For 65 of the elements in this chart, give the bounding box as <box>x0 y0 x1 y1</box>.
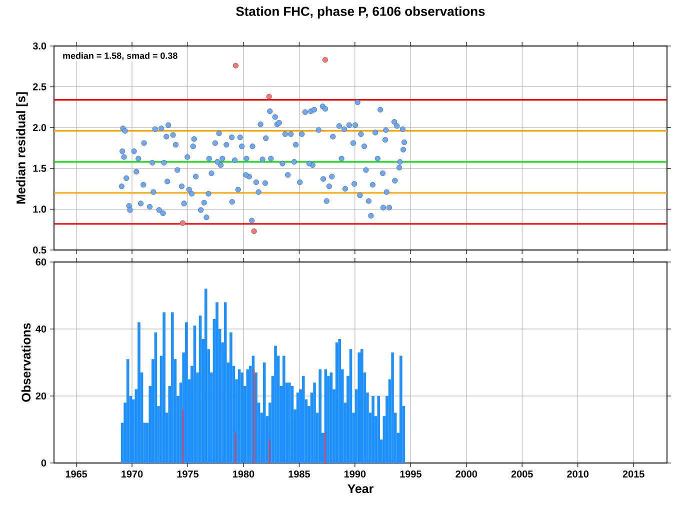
x-tick-label: 1965 <box>66 470 88 478</box>
bar <box>391 352 394 463</box>
point <box>266 94 272 100</box>
bar <box>126 359 130 463</box>
x-tick-label: 1995 <box>400 470 422 478</box>
bar <box>198 316 202 463</box>
y-tick-label: 3.0 <box>32 42 46 50</box>
y-tick-label: 2.5 <box>32 83 46 90</box>
bar <box>349 349 352 463</box>
bar <box>400 356 402 463</box>
y-axis-title: Observations <box>21 323 31 402</box>
bar <box>138 322 140 463</box>
y-tick-label: 1.0 <box>33 206 46 213</box>
bar <box>171 312 174 463</box>
bar <box>184 322 188 463</box>
bar <box>216 302 218 463</box>
bar <box>193 326 196 463</box>
y-tick-label: 20 <box>36 392 46 400</box>
y-axis-title: Median residual [s] <box>16 92 28 204</box>
bar <box>274 346 277 463</box>
bar <box>372 396 374 463</box>
y-tick-label: 40 <box>36 325 46 333</box>
bar <box>262 362 266 463</box>
x-tick-label: 1970 <box>122 470 143 478</box>
bar <box>360 349 364 463</box>
bar <box>238 369 241 463</box>
bar <box>290 386 294 463</box>
bar <box>377 396 380 463</box>
bar <box>204 288 208 463</box>
bar <box>288 382 291 463</box>
bar <box>162 312 166 463</box>
bar <box>335 342 338 463</box>
x-tick-label: 2005 <box>511 470 533 478</box>
y-tick-label: 0.5 <box>33 246 46 254</box>
bar <box>358 352 360 463</box>
x-tick-label: 2000 <box>456 470 478 478</box>
annotation: median = 1.58, smad = 0.38 <box>63 52 178 60</box>
bar <box>282 356 286 463</box>
x-tick-label: 1980 <box>233 470 254 478</box>
x-tick-label: 2010 <box>567 470 589 478</box>
y-tick-label: 0 <box>41 459 46 467</box>
y-tick-label: 1.5 <box>33 164 46 172</box>
chart-title: Station FHC, phase P, 6106 observations <box>236 6 485 18</box>
point <box>322 57 328 63</box>
bar <box>240 372 244 463</box>
bar <box>313 382 316 463</box>
bar <box>296 392 300 463</box>
bar <box>230 332 232 463</box>
point <box>180 220 186 226</box>
x-tick-label: 1985 <box>288 470 310 478</box>
y-tick-label: 60 <box>36 258 46 266</box>
bar <box>302 376 305 463</box>
x-tick-label: 1975 <box>177 470 199 478</box>
x-tick-label: 1990 <box>344 470 366 478</box>
bar <box>330 372 333 463</box>
y-tick-label: 2.0 <box>32 124 46 132</box>
x-tick-label: 2015 <box>622 470 644 478</box>
bar <box>154 332 158 463</box>
point <box>251 228 257 234</box>
bar <box>318 369 322 463</box>
x-axis-title: Year <box>348 484 374 494</box>
bar <box>224 302 227 463</box>
point <box>232 62 238 68</box>
bar <box>338 339 341 463</box>
bar <box>246 369 250 463</box>
